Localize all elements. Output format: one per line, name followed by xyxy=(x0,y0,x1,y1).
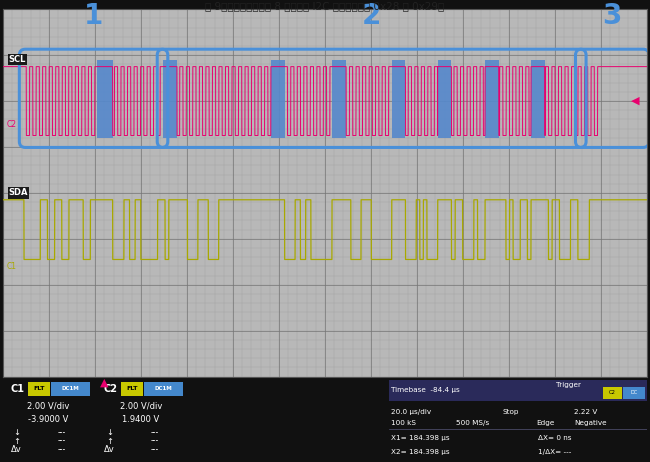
Text: 3: 3 xyxy=(603,2,622,30)
Text: 2.00 V/div: 2.00 V/div xyxy=(27,402,70,411)
Bar xyxy=(551,380,647,401)
Text: 1.9400 V: 1.9400 V xyxy=(122,415,160,424)
Text: 1/ΔX= ---: 1/ΔX= --- xyxy=(538,449,572,455)
Text: 20.0 μs/div: 20.0 μs/div xyxy=(391,409,432,415)
Bar xyxy=(389,380,551,401)
Text: FLT: FLT xyxy=(126,386,138,391)
Text: X1= 184.398 μs: X1= 184.398 μs xyxy=(391,435,450,441)
Text: C2: C2 xyxy=(7,120,17,128)
Text: ---: --- xyxy=(57,437,66,445)
Text: DC: DC xyxy=(630,390,638,395)
Bar xyxy=(98,60,112,138)
Bar xyxy=(29,382,50,396)
Text: SCL: SCL xyxy=(8,55,26,64)
Text: SDA: SDA xyxy=(8,188,28,197)
Text: DC1M: DC1M xyxy=(62,386,79,391)
Text: 1: 1 xyxy=(84,2,103,30)
Bar xyxy=(485,60,499,138)
Text: Edge: Edge xyxy=(536,420,554,426)
Text: 图 9：非循环模式下的 8 数据字节 I2C 读数。寄存器 0x28 和 0x29。: 图 9：非循环模式下的 8 数据字节 I2C 读数。寄存器 0x28 和 0x2… xyxy=(205,1,445,11)
Text: ↓: ↓ xyxy=(13,428,20,438)
Text: ---: --- xyxy=(150,437,159,445)
Text: DC1M: DC1M xyxy=(155,386,172,391)
Text: FLT: FLT xyxy=(33,386,45,391)
Bar xyxy=(332,60,346,138)
Text: 100 kS: 100 kS xyxy=(391,420,416,426)
Text: Stop: Stop xyxy=(502,409,519,415)
Text: 500 MS/s: 500 MS/s xyxy=(456,420,489,426)
Bar xyxy=(144,382,183,396)
Text: ΔX= 0 ns: ΔX= 0 ns xyxy=(538,435,572,441)
Bar xyxy=(271,60,285,138)
Bar xyxy=(51,382,90,396)
Text: ---: --- xyxy=(150,428,159,438)
Text: 2: 2 xyxy=(362,2,382,30)
Text: ▲: ▲ xyxy=(99,377,109,388)
Text: ↑: ↑ xyxy=(13,437,20,445)
Bar xyxy=(603,387,622,399)
Text: 2.00 V/div: 2.00 V/div xyxy=(120,402,162,411)
Text: Trigger: Trigger xyxy=(556,383,582,388)
Text: ◀: ◀ xyxy=(631,96,640,106)
Bar xyxy=(392,60,406,138)
Text: Δv: Δv xyxy=(11,445,22,455)
Text: C2: C2 xyxy=(103,383,118,394)
Text: ---: --- xyxy=(57,428,66,438)
Text: Timebase  -84.4 μs: Timebase -84.4 μs xyxy=(391,387,460,393)
Bar xyxy=(122,382,143,396)
Text: Δv: Δv xyxy=(104,445,115,455)
Bar xyxy=(623,387,645,399)
Bar xyxy=(163,60,177,138)
Text: Negative: Negative xyxy=(575,420,607,426)
Bar xyxy=(531,60,545,138)
Text: -3.9000 V: -3.9000 V xyxy=(28,415,68,424)
Text: C2: C2 xyxy=(609,390,616,395)
Text: ---: --- xyxy=(150,445,159,455)
Text: X2= 184.398 μs: X2= 184.398 μs xyxy=(391,449,450,455)
Text: ↑: ↑ xyxy=(106,437,113,445)
Text: C1: C1 xyxy=(10,383,25,394)
Text: ---: --- xyxy=(57,445,66,455)
Text: ↓: ↓ xyxy=(106,428,113,438)
Bar xyxy=(437,60,451,138)
Text: C1: C1 xyxy=(7,262,17,271)
Text: 2.22 V: 2.22 V xyxy=(575,409,598,415)
